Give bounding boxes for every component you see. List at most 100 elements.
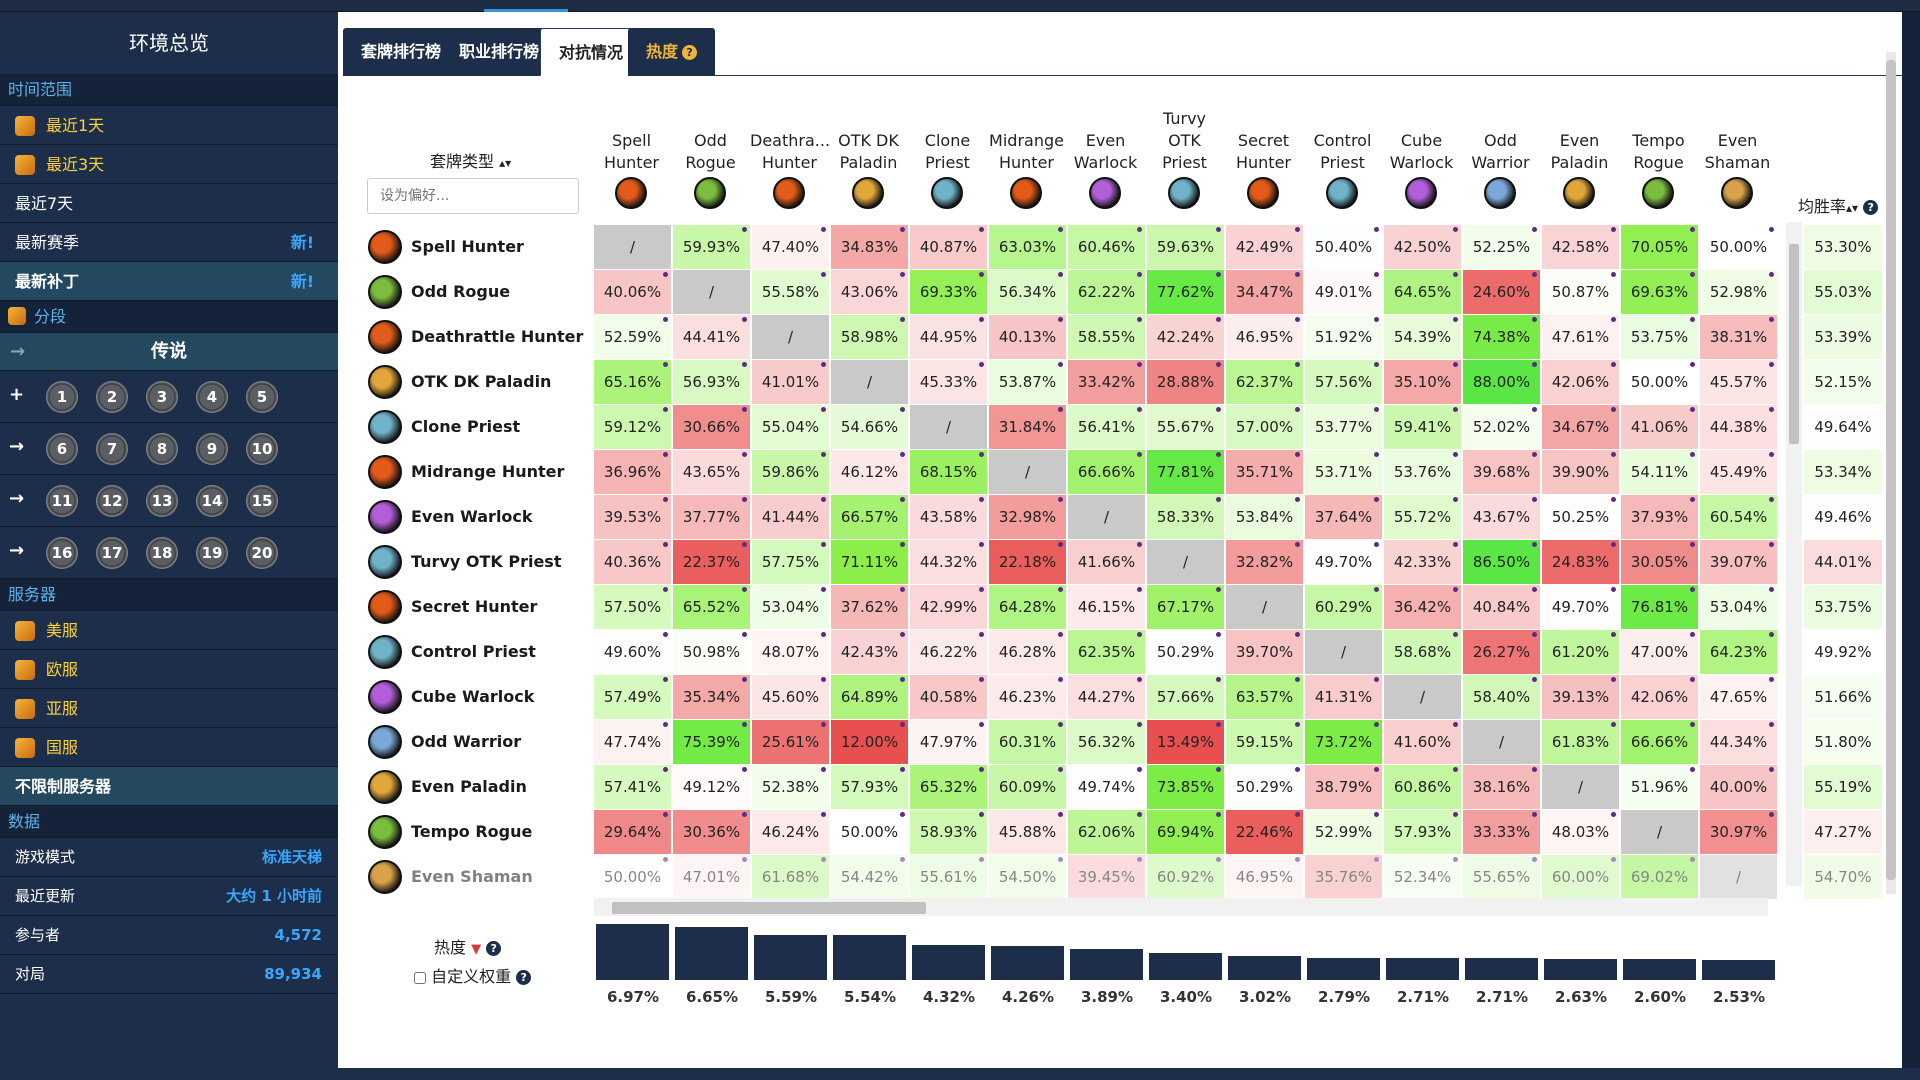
column-header[interactable]: Odd Rogue [671, 130, 750, 174]
matchup-cell[interactable]: 86.50% [1463, 540, 1540, 584]
matchup-cell[interactable]: 67.17% [1147, 585, 1224, 629]
matchup-cell[interactable]: 60.09% [989, 765, 1066, 809]
matchup-cell[interactable]: 69.33% [910, 270, 987, 314]
matchup-cell[interactable]: 33.42% [1068, 360, 1145, 404]
matchup-cell[interactable]: 53.77% [1305, 405, 1382, 449]
row-deck-name[interactable]: Control Priest [411, 642, 536, 661]
matchup-cell[interactable]: 28.88% [1147, 360, 1224, 404]
matchup-cell[interactable]: 42.33% [1384, 540, 1461, 584]
matchup-cell[interactable]: 52.38% [752, 765, 829, 809]
matchup-cell[interactable]: 51.92% [1305, 315, 1382, 359]
matchup-cell[interactable]: 40.58% [910, 675, 987, 719]
matchup-cell[interactable]: 64.28% [989, 585, 1066, 629]
matchup-cell[interactable]: 64.23% [1700, 630, 1777, 674]
matchup-cell[interactable]: 35.71% [1226, 450, 1303, 494]
matchup-cell[interactable]: 54.42% [831, 855, 908, 899]
matchup-cell[interactable]: 49.70% [1305, 540, 1382, 584]
row-deck-name[interactable]: OTK DK Paladin [411, 372, 552, 391]
row-deck-name[interactable]: Turvy OTK Priest [411, 552, 562, 571]
matchup-cell[interactable]: 40.84% [1463, 585, 1540, 629]
matchup-cell[interactable]: 54.50% [989, 855, 1066, 899]
matchup-cell[interactable]: 49.01% [1305, 270, 1382, 314]
help-icon[interactable]: ? [486, 941, 502, 956]
matchup-cell[interactable]: 36.42% [1384, 585, 1461, 629]
rank-1-button[interactable]: 1 [46, 381, 78, 413]
sort-arrows-icon[interactable]: ▴▾ [499, 156, 512, 170]
matchup-cell[interactable]: 53.04% [1700, 585, 1777, 629]
matchup-cell[interactable]: 60.29% [1305, 585, 1382, 629]
column-header[interactable]: Secret Hunter [1224, 130, 1303, 174]
matchup-cell[interactable]: 46.95% [1226, 855, 1303, 899]
time-item-2[interactable]: 最近7天 [0, 184, 338, 223]
custom-weight[interactable]: 自定义权重 ? [414, 963, 532, 987]
server-item-3[interactable]: 国服 [0, 728, 338, 767]
matchup-cell[interactable]: 65.16% [594, 360, 671, 404]
matchup-cell[interactable]: 58.55% [1068, 315, 1145, 359]
matchup-cell[interactable]: 42.58% [1542, 225, 1619, 269]
matchup-cell[interactable]: 47.74% [594, 720, 671, 764]
matchup-cell[interactable]: 61.83% [1542, 720, 1619, 764]
rank-19-button[interactable]: 19 [196, 537, 228, 569]
row-deck-name[interactable]: Even Paladin [411, 777, 527, 796]
matchup-cell[interactable]: 55.58% [752, 270, 829, 314]
matchup-cell[interactable]: 49.74% [1068, 765, 1145, 809]
matchup-cell[interactable]: 50.29% [1147, 630, 1224, 674]
matchup-cell[interactable]: 59.15% [1226, 720, 1303, 764]
matchup-cell[interactable]: 52.25% [1463, 225, 1540, 269]
matchup-cell[interactable]: 65.32% [910, 765, 987, 809]
column-header[interactable]: Odd Warrior [1461, 130, 1540, 174]
matchup-cell[interactable]: 52.02% [1463, 405, 1540, 449]
matchup-cell[interactable]: 39.07% [1700, 540, 1777, 584]
matchup-cell[interactable]: 59.41% [1384, 405, 1461, 449]
matchup-cell[interactable]: 30.66% [673, 405, 750, 449]
rank-14-button[interactable]: 14 [196, 485, 228, 517]
matchup-cell[interactable]: 42.49% [1226, 225, 1303, 269]
matchup-cell[interactable]: / [1542, 765, 1619, 809]
rank-20-button[interactable]: 20 [246, 537, 278, 569]
matchup-cell[interactable]: 45.88% [989, 810, 1066, 854]
matchup-cell[interactable]: 53.84% [1226, 495, 1303, 539]
row-deck-name[interactable]: Tempo Rogue [411, 822, 533, 841]
matchup-cell[interactable]: 55.61% [910, 855, 987, 899]
matchup-cell[interactable]: 30.97% [1700, 810, 1777, 854]
row-deck-name[interactable]: Spell Hunter [411, 237, 524, 256]
matchup-cell[interactable]: 69.02% [1621, 855, 1698, 899]
matchup-cell[interactable]: 35.76% [1305, 855, 1382, 899]
matchup-cell[interactable]: / [831, 360, 908, 404]
row-deck-name[interactable]: Odd Rogue [411, 282, 511, 301]
rank-3-button[interactable]: 3 [146, 381, 178, 413]
matchup-cell[interactable]: 41.44% [752, 495, 829, 539]
matchup-cell[interactable]: 47.40% [752, 225, 829, 269]
row-deck-name[interactable]: Secret Hunter [411, 597, 538, 616]
matchup-cell[interactable]: 40.87% [910, 225, 987, 269]
matchup-cell[interactable]: 58.68% [1384, 630, 1461, 674]
matchup-cell[interactable]: / [1305, 630, 1382, 674]
matchup-cell[interactable]: 47.00% [1621, 630, 1698, 674]
rank-5-button[interactable]: 5 [246, 381, 278, 413]
matchup-cell[interactable]: 73.85% [1147, 765, 1224, 809]
matchup-cell[interactable]: 57.75% [752, 540, 829, 584]
matchup-cell[interactable]: / [752, 315, 829, 359]
table-horizontal-scrollbar-thumb[interactable] [612, 902, 926, 914]
rank-6-button[interactable]: 6 [46, 433, 78, 465]
matchup-cell[interactable]: 66.66% [1068, 450, 1145, 494]
matchup-cell[interactable]: 37.62% [831, 585, 908, 629]
matchup-cell[interactable]: 39.68% [1463, 450, 1540, 494]
matchup-cell[interactable]: / [1621, 810, 1698, 854]
row-deck-name[interactable]: Even Warlock [411, 507, 533, 526]
matchup-cell[interactable]: 47.01% [673, 855, 750, 899]
help-icon[interactable]: ? [516, 970, 532, 985]
server-all[interactable]: 不限制服务器 [0, 767, 338, 806]
rank-12-button[interactable]: 12 [96, 485, 128, 517]
matchup-cell[interactable]: 45.60% [752, 675, 829, 719]
matchup-cell[interactable]: 52.59% [594, 315, 671, 359]
rank-8-button[interactable]: 8 [146, 433, 178, 465]
rank-row-marker[interactable]: → [9, 540, 25, 561]
row-deck-name[interactable]: Clone Priest [411, 417, 521, 436]
matchup-cell[interactable]: 43.67% [1463, 495, 1540, 539]
matchup-cell[interactable]: 37.77% [673, 495, 750, 539]
matchup-cell[interactable]: 56.41% [1068, 405, 1145, 449]
matchup-cell[interactable]: 24.60% [1463, 270, 1540, 314]
matchup-cell[interactable]: 77.81% [1147, 450, 1224, 494]
matchup-cell[interactable]: 45.57% [1700, 360, 1777, 404]
